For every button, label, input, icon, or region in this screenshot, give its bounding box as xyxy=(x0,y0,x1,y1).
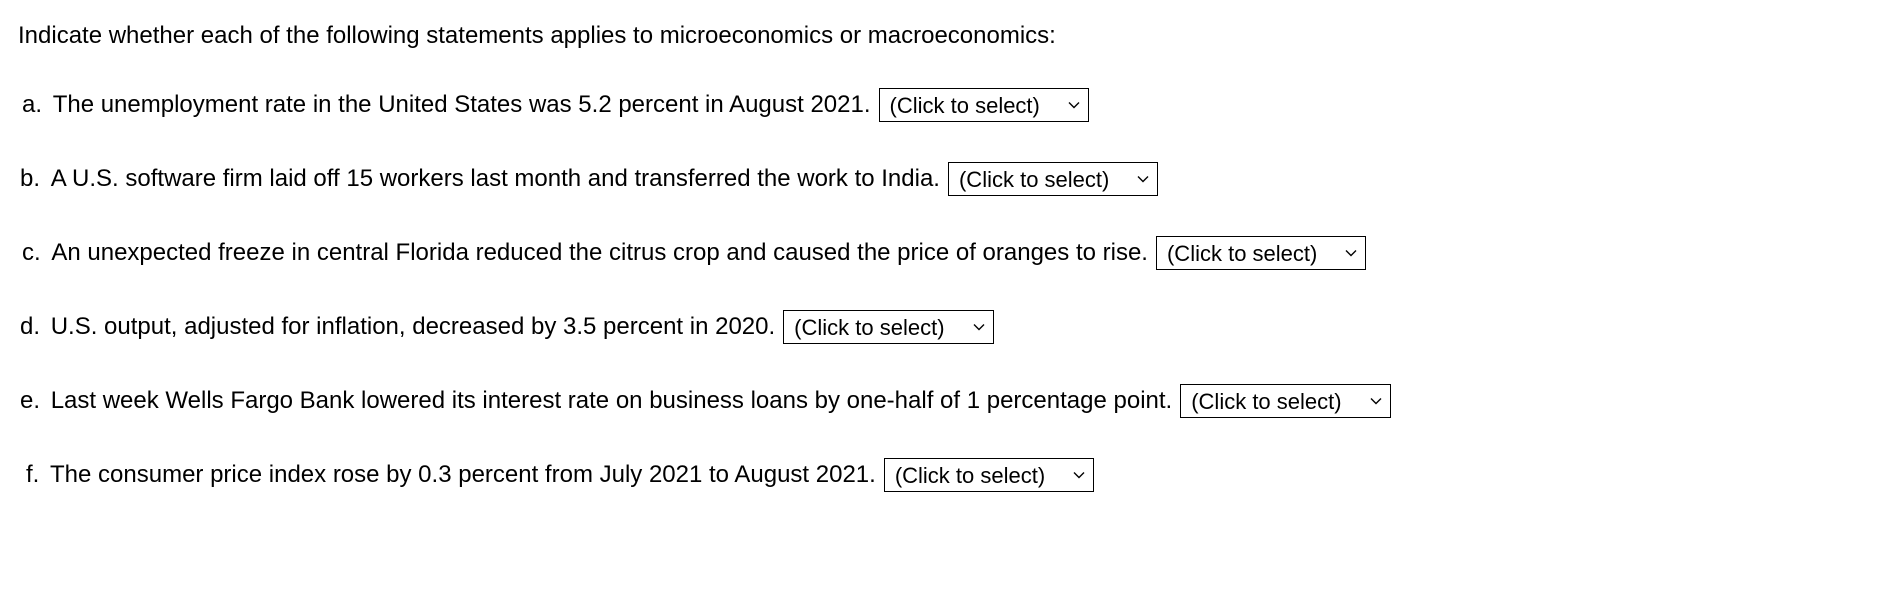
chevron-down-icon xyxy=(1345,247,1357,259)
question-row-f: f. The consumer price index rose by 0.3 … xyxy=(18,458,1886,492)
question-label-d: d. xyxy=(20,311,51,343)
question-label-b: b. xyxy=(20,163,51,195)
chevron-down-icon xyxy=(1073,469,1085,481)
question-prompt: Indicate whether each of the following s… xyxy=(18,20,1886,52)
question-row-e: e. Last week Wells Fargo Bank lowered it… xyxy=(18,384,1886,418)
answer-select-c[interactable]: (Click to select) xyxy=(1156,236,1366,270)
chevron-down-icon xyxy=(1370,395,1382,407)
question-text-e: Last week Wells Fargo Bank lowered its i… xyxy=(51,385,1181,417)
question-label-a: a. xyxy=(22,89,53,121)
answer-select-a-value: (Click to select) xyxy=(890,91,1068,121)
chevron-down-icon xyxy=(1068,99,1080,111)
chevron-down-icon xyxy=(973,321,985,333)
question-text-b: A U.S. software firm laid off 15 workers… xyxy=(51,163,948,195)
question-text-c: An unexpected freeze in central Florida … xyxy=(51,237,1156,269)
answer-select-f-value: (Click to select) xyxy=(895,461,1073,491)
question-row-a: a. The unemployment rate in the United S… xyxy=(18,88,1886,122)
question-row-b: b. A U.S. software firm laid off 15 work… xyxy=(18,162,1886,196)
answer-select-c-value: (Click to select) xyxy=(1167,239,1345,269)
answer-select-f[interactable]: (Click to select) xyxy=(884,458,1094,492)
question-text-d: U.S. output, adjusted for inflation, dec… xyxy=(51,311,783,343)
answer-select-e[interactable]: (Click to select) xyxy=(1180,384,1390,418)
answer-select-b[interactable]: (Click to select) xyxy=(948,162,1158,196)
question-text-a: The unemployment rate in the United Stat… xyxy=(53,89,879,121)
answer-select-e-value: (Click to select) xyxy=(1191,387,1369,417)
answer-select-a[interactable]: (Click to select) xyxy=(879,88,1089,122)
answer-select-d-value: (Click to select) xyxy=(794,313,972,343)
answer-select-d[interactable]: (Click to select) xyxy=(783,310,993,344)
question-text-f: The consumer price index rose by 0.3 per… xyxy=(50,459,884,491)
chevron-down-icon xyxy=(1137,173,1149,185)
question-row-c: c. An unexpected freeze in central Flori… xyxy=(18,236,1886,270)
question-label-c: c. xyxy=(22,237,51,269)
answer-select-b-value: (Click to select) xyxy=(959,165,1137,195)
question-container: Indicate whether each of the following s… xyxy=(0,0,1904,512)
question-row-d: d. U.S. output, adjusted for inflation, … xyxy=(18,310,1886,344)
question-label-e: e. xyxy=(20,385,51,417)
question-label-f: f. xyxy=(26,459,50,491)
